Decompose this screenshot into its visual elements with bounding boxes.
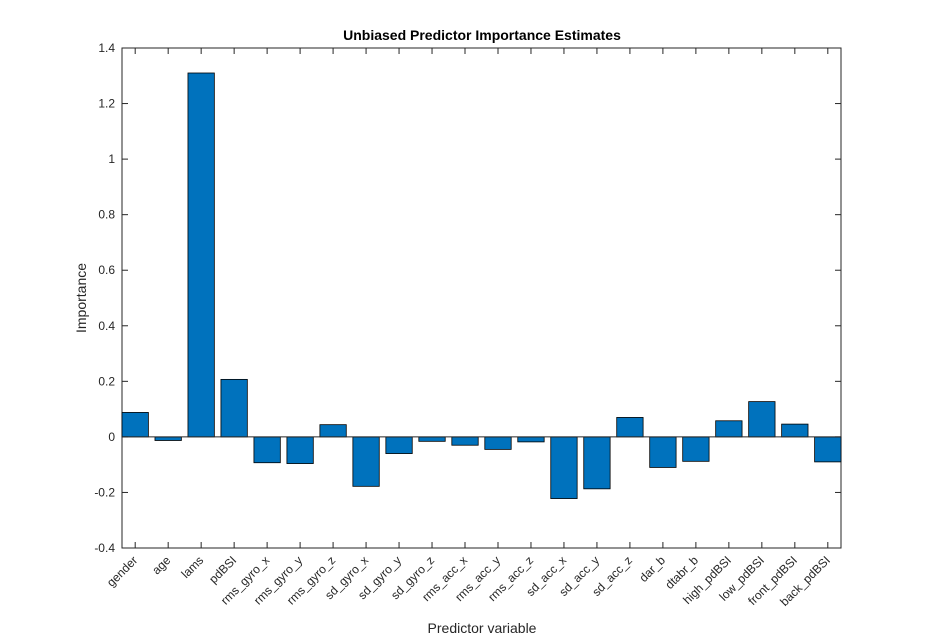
x-axis-label: Predictor variable: [428, 620, 537, 636]
bar-back-pdbsi: [814, 436, 842, 463]
bar-rms-acc-x: [451, 436, 479, 446]
bar-dtabr-b: [682, 436, 710, 462]
bar-front-pdbsi: [781, 423, 809, 438]
y-tick-label: 1.4: [98, 41, 115, 55]
chart-title: Unbiased Predictor Importance Estimates: [343, 27, 621, 43]
bars-group: [121, 72, 842, 499]
bar-age: [154, 436, 182, 441]
bar-rms-acc-y: [484, 436, 512, 450]
bar-sd-gyro-z: [418, 436, 446, 442]
bar-rms-gyro-y: [286, 436, 314, 464]
bar-pdbsi: [220, 378, 248, 438]
y-tick-label: 0.2: [98, 374, 115, 388]
y-tick-label: 1.2: [98, 97, 115, 111]
bar-rms-gyro-x: [253, 436, 281, 464]
bar-sd-gyro-x: [352, 436, 380, 487]
y-tick-label: -0.2: [94, 485, 115, 499]
y-tick-label: -0.4: [94, 541, 115, 555]
bar-dar-b: [649, 436, 677, 468]
bar-sd-acc-x: [550, 436, 578, 499]
bar-rms-acc-z: [517, 436, 545, 443]
y-axis: -0.4 -0.2 0 0.2 0.4 0.6 0.8 1 1.2 1.4: [94, 41, 841, 555]
bar-sd-gyro-y: [385, 436, 413, 454]
bar-rms-gyro-z: [319, 424, 347, 438]
bar-lams: [187, 72, 215, 438]
y-tick-label: 0.8: [98, 208, 115, 222]
plot-area: [121, 47, 842, 549]
y-tick-label: 0: [108, 430, 115, 444]
y-axis-label: Importance: [73, 263, 89, 333]
bar-sd-acc-y: [583, 436, 611, 490]
bar-high-pdbsi: [715, 420, 743, 438]
bar-sd-acc-z: [616, 417, 644, 438]
y-tick-label: 1: [108, 152, 115, 166]
y-tick-label: 0.6: [98, 263, 115, 277]
bar-low-pdbsi: [748, 401, 776, 438]
y-tick-label: 0.4: [98, 319, 115, 333]
bar-gender: [121, 412, 149, 438]
